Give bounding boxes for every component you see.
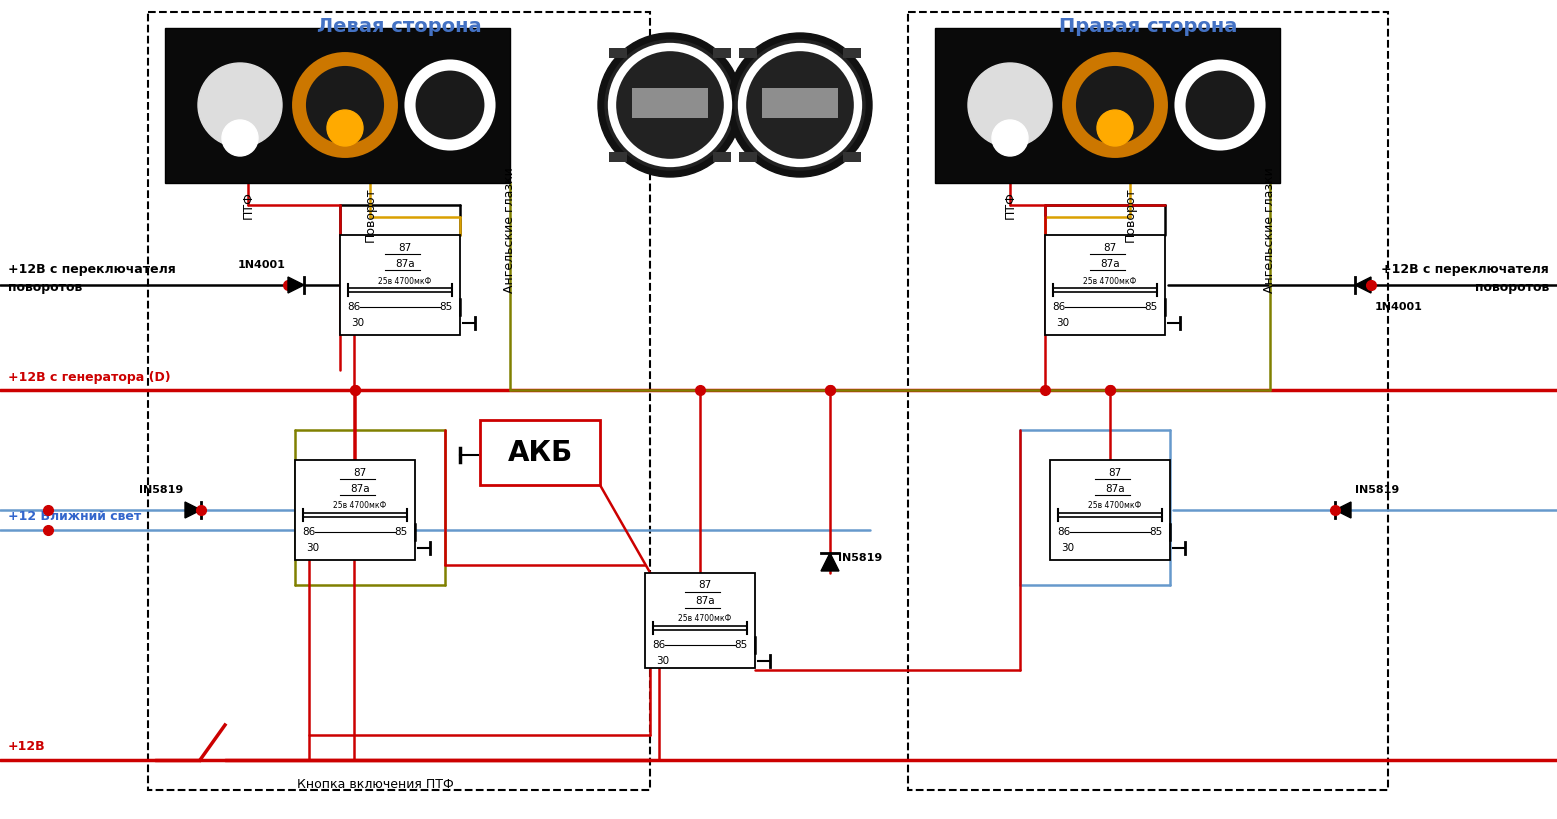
Text: 30: 30 (352, 318, 364, 328)
Text: 86: 86 (302, 527, 316, 537)
Bar (294, 460, 416, 560)
Text: Поворот: Поворот (1124, 188, 1137, 242)
Polygon shape (185, 502, 201, 518)
Bar (740, 152, 757, 161)
Text: 25в 4700мкФ: 25в 4700мкФ (378, 277, 431, 286)
Text: 87: 87 (399, 243, 411, 253)
Text: 85: 85 (1149, 527, 1163, 537)
Bar (480, 420, 599, 485)
Text: 25в 4700мкФ: 25в 4700мкФ (679, 614, 732, 623)
Bar (936, 28, 1280, 183)
Circle shape (1098, 110, 1133, 146)
Bar (713, 48, 730, 58)
Bar (761, 88, 838, 118)
Bar (1045, 235, 1165, 335)
Bar (609, 152, 627, 161)
Text: АКБ: АКБ (508, 439, 573, 467)
Text: 25в 4700мкФ: 25в 4700мкФ (333, 501, 386, 510)
Text: 1N4001: 1N4001 (238, 260, 286, 270)
Circle shape (406, 61, 494, 149)
Text: IN5819: IN5819 (1355, 485, 1400, 495)
Text: 87а: 87а (395, 259, 414, 269)
Text: Левая сторона: Левая сторона (316, 16, 481, 35)
Text: 85: 85 (394, 527, 408, 537)
Text: 86: 86 (652, 640, 666, 649)
Circle shape (1176, 61, 1264, 149)
Text: ПТФ: ПТФ (241, 191, 254, 219)
Text: 30: 30 (307, 543, 319, 553)
Text: 87: 87 (1109, 468, 1121, 478)
Text: 30: 30 (1057, 318, 1070, 328)
Circle shape (198, 63, 282, 147)
Circle shape (729, 33, 872, 177)
Bar (1049, 460, 1169, 560)
Bar (842, 48, 861, 58)
Text: +12В: +12В (8, 740, 45, 753)
Text: 87: 87 (699, 581, 712, 590)
Polygon shape (1355, 277, 1372, 293)
Text: +12В с переключателя: +12В с переключателя (1381, 263, 1549, 275)
Text: +12В с переключателя: +12В с переключателя (8, 263, 176, 275)
Polygon shape (1334, 502, 1351, 518)
Circle shape (294, 55, 395, 155)
Bar (645, 572, 755, 667)
Text: 87а: 87а (1101, 259, 1119, 269)
Bar (632, 88, 708, 118)
Bar (339, 235, 459, 335)
Circle shape (992, 120, 1028, 156)
Text: 25в 4700мкФ: 25в 4700мкФ (1088, 501, 1141, 510)
Circle shape (606, 40, 735, 170)
Bar (609, 48, 627, 58)
Text: 1N4001: 1N4001 (1375, 302, 1423, 312)
Text: ПТФ: ПТФ (1004, 191, 1017, 219)
Bar (740, 48, 757, 58)
Text: 87: 87 (353, 468, 366, 478)
Text: 87а: 87а (350, 484, 371, 494)
Text: Кнопка включения ПТФ: Кнопка включения ПТФ (297, 778, 453, 791)
Bar (842, 152, 861, 161)
Bar (908, 12, 1387, 790)
Circle shape (327, 110, 363, 146)
Circle shape (968, 63, 1053, 147)
Text: 85: 85 (439, 302, 453, 312)
Text: 30: 30 (1062, 543, 1074, 553)
Text: 30: 30 (657, 655, 670, 666)
Circle shape (598, 33, 743, 177)
Text: 87а: 87а (694, 596, 715, 607)
Text: +12 Ближний свет: +12 Ближний свет (8, 510, 142, 523)
Circle shape (735, 40, 866, 170)
Text: Ангельские глазки: Ангельские глазки (503, 167, 517, 293)
Text: 86: 86 (1057, 527, 1071, 537)
Text: 87а: 87а (1105, 484, 1124, 494)
Text: поворотов: поворотов (1474, 282, 1549, 295)
Text: Поворот: Поворот (363, 188, 377, 242)
Text: 85: 85 (735, 640, 747, 649)
Text: +12В с генератора (D): +12В с генератора (D) (8, 370, 171, 383)
Text: 25в 4700мкФ: 25в 4700мкФ (1084, 277, 1137, 286)
Text: 87: 87 (1104, 243, 1116, 253)
Circle shape (1065, 55, 1165, 155)
Text: IN5819: IN5819 (838, 553, 883, 563)
Bar (713, 152, 730, 161)
Text: 85: 85 (1144, 302, 1157, 312)
Bar (165, 28, 511, 183)
Polygon shape (821, 553, 839, 571)
Circle shape (223, 120, 258, 156)
Text: Ангельские глазки: Ангельские глазки (1263, 167, 1277, 293)
Text: поворотов: поворотов (8, 282, 83, 295)
Text: 86: 86 (1053, 302, 1065, 312)
Text: IN5819: IN5819 (139, 485, 184, 495)
Bar (148, 12, 649, 790)
Polygon shape (288, 277, 304, 293)
Text: Правая сторона: Правая сторона (1059, 16, 1238, 35)
Text: 86: 86 (347, 302, 361, 312)
